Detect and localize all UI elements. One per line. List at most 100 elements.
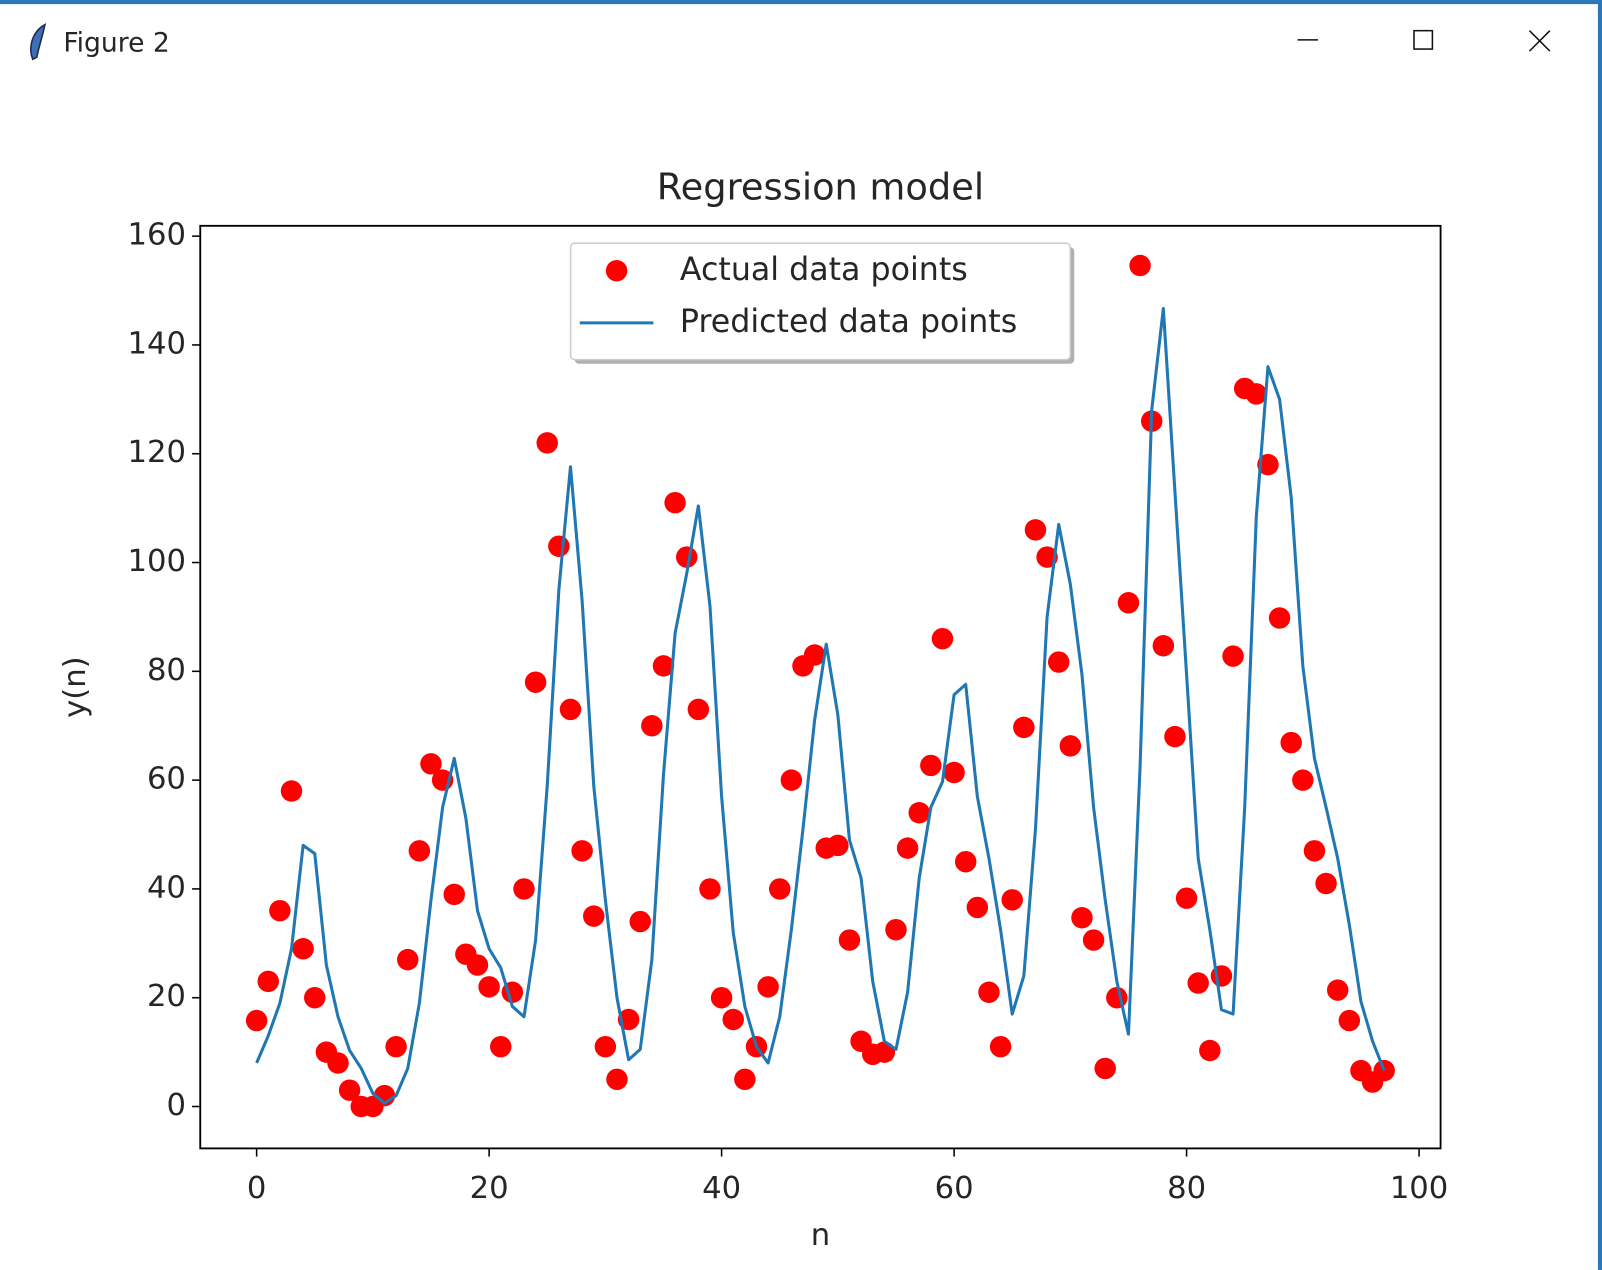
data-point [466, 954, 489, 976]
data-point [327, 1052, 349, 1074]
data-point [896, 837, 919, 859]
data-point [548, 535, 570, 557]
data-point [524, 671, 547, 693]
data-point [687, 698, 710, 721]
data-point [1326, 979, 1349, 1001]
data-point [885, 918, 907, 941]
y-tick-label: 120 [127, 435, 185, 470]
data-point [931, 627, 954, 650]
data-point [1082, 929, 1105, 951]
data-point [757, 976, 779, 998]
data-point [710, 986, 733, 1009]
data-point [978, 981, 1000, 1004]
data-point [1257, 453, 1279, 476]
data-point [408, 840, 431, 862]
data-point [1338, 1009, 1361, 1032]
y-tick-label: 80 [147, 653, 186, 688]
data-layer [245, 254, 1395, 1118]
maximize-button[interactable] [1413, 29, 1434, 50]
data-point [490, 1035, 512, 1058]
close-button[interactable] [1528, 30, 1551, 52]
y-tick-label: 40 [147, 870, 186, 905]
data-point [920, 754, 942, 777]
data-point [443, 883, 465, 906]
data-point [1303, 840, 1326, 862]
plot-area: Regression model n y(n) 0 20 40 60 80 100 0 20 40 60… [58, 166, 1448, 1253]
data-point [803, 644, 826, 666]
data-point [966, 896, 989, 919]
data-point [989, 1035, 1012, 1058]
data-point [478, 976, 500, 998]
data-point [873, 1041, 896, 1063]
x-tick-label: 0 [247, 1171, 267, 1206]
y-axis-label: y(n) [58, 656, 93, 717]
data-point [652, 655, 675, 677]
data-point [768, 878, 791, 900]
window-border [0, 0, 1602, 5]
data-point [1292, 769, 1314, 791]
data-point [571, 840, 593, 862]
data-point [420, 753, 442, 775]
app-icon [30, 23, 47, 61]
data-point [269, 899, 291, 922]
y-tick-label: 140 [127, 326, 185, 361]
data-point [280, 780, 303, 802]
data-point [594, 1035, 617, 1058]
data-point [1222, 645, 1244, 667]
data-point [245, 1009, 268, 1032]
data-point [1001, 889, 1023, 911]
window-border [1597, 0, 1602, 1270]
data-point [827, 834, 849, 857]
data-point [304, 986, 326, 1009]
data-point [908, 802, 930, 824]
data-point [838, 929, 861, 951]
data-point [1175, 887, 1198, 909]
data-point [641, 715, 663, 737]
data-point [1117, 592, 1140, 614]
data-point [1106, 986, 1128, 1009]
y-tick-label: 100 [127, 544, 185, 579]
data-point [664, 491, 686, 514]
x-tick-label: 60 [935, 1171, 974, 1206]
x-tick-label: 100 [1390, 1171, 1448, 1206]
data-point [1373, 1059, 1395, 1082]
x-tick-label: 40 [702, 1171, 741, 1206]
data-point [1315, 872, 1337, 895]
data-point [1024, 519, 1047, 541]
y-tick-label: 20 [147, 979, 186, 1014]
data-point [1187, 972, 1209, 994]
data-point [1094, 1057, 1116, 1080]
data-point [1152, 635, 1175, 657]
data-point [397, 948, 419, 971]
data-point [1129, 254, 1151, 277]
data-point [699, 878, 721, 900]
data-point [559, 698, 582, 721]
y-tick-label: 0 [166, 1088, 185, 1123]
data-point [1047, 651, 1070, 673]
x-tick-label: 80 [1167, 1171, 1206, 1206]
y-tick-label: 60 [147, 762, 186, 797]
data-point [780, 769, 803, 791]
data-point [1280, 731, 1302, 754]
data-point [1071, 907, 1093, 929]
data-point [943, 761, 965, 784]
legend-label: Predicted data points [680, 304, 1017, 340]
data-point [1013, 716, 1035, 739]
data-point [1245, 383, 1268, 405]
legend: Actual data points Predicted data points [569, 242, 1075, 364]
data-point [1268, 607, 1291, 629]
data-point [606, 1068, 628, 1091]
x-axis-label: n [811, 1218, 830, 1253]
axes-frame [199, 224, 1442, 1150]
data-point [536, 432, 558, 454]
data-point [629, 910, 651, 933]
data-point [722, 1008, 744, 1031]
data-point [292, 938, 314, 960]
data-point [1059, 735, 1082, 757]
data-point [385, 1035, 407, 1058]
chart-title: Regression model [657, 166, 984, 209]
legend-label: Actual data points [680, 252, 968, 288]
window-title: Figure 2 [63, 27, 169, 58]
